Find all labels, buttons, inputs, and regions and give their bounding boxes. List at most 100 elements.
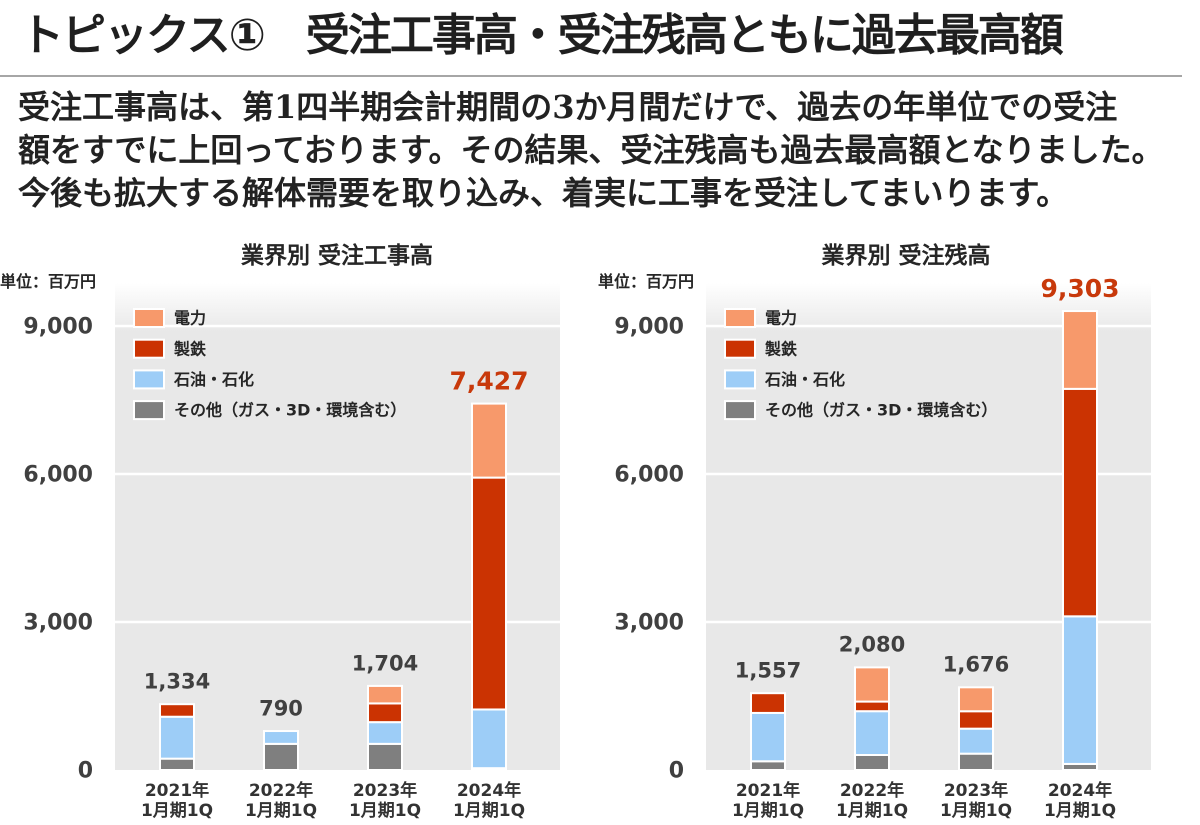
body-line: 今後も拡大する解体需要を取り込み、着実に工事を受注してまいります。 <box>18 174 1069 212</box>
bar-segment-power <box>367 684 403 705</box>
legend-label: 石油・石化 <box>764 370 845 389</box>
bars: 1,5572021年1月期1Q2,0802022年1月期1Q1,6762023年… <box>732 274 1120 821</box>
bar-segment-steel <box>958 710 994 730</box>
total-data-label: 1,334 <box>144 670 210 694</box>
total-data-label: 1,676 <box>943 653 1009 677</box>
bar-segment-other <box>159 757 195 771</box>
y-tick-label: 9,000 <box>614 315 684 340</box>
y-axis-tick-labels: 0 3,000 6,000 9,000 <box>23 315 93 784</box>
bar-segment-petrochemical <box>263 730 299 745</box>
body-line: 額をすでに上回っております。その結果、受注残高も過去最高額となりました。 <box>18 131 1164 169</box>
legend-item-petrochemical: 石油・石化 <box>724 369 845 390</box>
y-tick-label: 9,000 <box>23 315 93 340</box>
legend-swatch <box>133 369 165 390</box>
total-data-label: 1,557 <box>735 659 801 683</box>
x-category-label-period: 1月期1Q <box>940 801 1012 821</box>
bar-segment-steel <box>471 476 507 711</box>
bar-segment-petrochemical <box>1062 615 1098 765</box>
bar-segment-other <box>367 742 403 771</box>
legend-label: 電力 <box>765 309 797 328</box>
legend-label: 電力 <box>174 309 206 328</box>
legend-swatch <box>724 338 756 359</box>
body-text: 受注工事高は、第1四半期会計期間の3か月間だけで、過去の年単位での受注 額をすで… <box>18 86 1194 215</box>
total-data-label: 7,427 <box>449 366 528 395</box>
x-category-label-year: 2022年 <box>840 780 904 801</box>
bar-segment-steel <box>750 692 786 714</box>
bar-segment-power <box>958 686 994 713</box>
legend-item-steel: 製鉄 <box>724 338 797 359</box>
bar-segment-other <box>263 742 299 771</box>
legend-label: 製鉄 <box>173 339 206 358</box>
legend-item-other: その他（ガス・3D・環境含む） <box>133 400 406 421</box>
total-data-label: 1,704 <box>352 651 418 675</box>
unit-label: 単位：百万円 <box>598 272 695 291</box>
chart-title: 業界別 受注工事高 <box>240 243 434 269</box>
total-data-label: 2,080 <box>839 633 905 657</box>
legend-label: 製鉄 <box>764 339 797 358</box>
bar-segment-power <box>854 666 890 703</box>
legend-swatch <box>133 308 165 328</box>
bar-segment-petrochemical <box>367 721 403 745</box>
x-category-label-period: 1月期1Q <box>453 801 525 821</box>
x-category-label-year: 2024年 <box>457 780 521 801</box>
y-tick-label: 6,000 <box>614 463 684 488</box>
x-category-label-year: 2023年 <box>353 780 417 801</box>
bar-segment-power <box>471 402 507 479</box>
x-category-label-year: 2024年 <box>1048 780 1112 801</box>
x-category-label-period: 1月期1Q <box>141 801 213 821</box>
bar-segment-steel <box>367 702 403 724</box>
stacked-bar-chart: 03,0006,0009,0001,3342021年1月期1Q7902022年1… <box>23 283 560 821</box>
legend-label: 石油・石化 <box>173 370 254 389</box>
bar-segment-steel <box>159 703 195 718</box>
legend-item-steel: 製鉄 <box>133 338 206 359</box>
bar-segment-other <box>750 760 786 772</box>
x-category-label-year: 2022年 <box>249 780 313 801</box>
bar-segment-petrochemical <box>750 711 786 763</box>
y-tick-label: 6,000 <box>23 463 93 488</box>
title-divider <box>0 75 1182 77</box>
bar-segment-steel <box>1062 387 1098 618</box>
bar-segment-petrochemical <box>958 727 994 755</box>
stacked-bar-chart: 03,0006,0009,0001,5572021年1月期1Q2,0802022… <box>614 274 1151 821</box>
bar-segment-other <box>958 752 994 771</box>
x-category-label-period: 1月期1Q <box>1044 801 1116 821</box>
legend-label: その他（ガス・3D・環境含む） <box>765 401 997 420</box>
y-tick-label: 3,000 <box>614 611 684 636</box>
chart-orders-received: 業界別 受注工事高 単位：百万円 0 3,000 6,000 9,000 1,334 20… <box>0 230 591 825</box>
legend-swatch <box>133 400 165 421</box>
y-tick-label: 0 <box>669 759 684 784</box>
bar-segment-other <box>854 754 890 772</box>
y-axis-tick-labels: 0 3,000 6,000 9,000 <box>614 315 684 784</box>
body-line: 受注工事高は、第1四半期会計期間の3か月間だけで、過去の年単位での受注 <box>18 88 1118 126</box>
bars: 1,3342021年1月期1Q7902022年1月期1Q1,7042023年1月… <box>141 366 529 821</box>
total-data-label: 9,303 <box>1040 274 1119 303</box>
legend-item-other: その他（ガス・3D・環境含む） <box>724 400 997 421</box>
y-tick-label: 0 <box>78 759 93 784</box>
legend-item-power: 電力 <box>133 308 206 328</box>
y-tick-label: 3,000 <box>23 611 93 636</box>
legend-swatch <box>724 400 756 421</box>
slide-title: トピックス① 受注工事高・受注残高ともに過去最高額 <box>20 10 1064 61</box>
x-category-label-period: 1月期1Q <box>245 801 317 821</box>
legend-swatch <box>724 369 756 390</box>
x-category-label-year: 2021年 <box>736 780 800 801</box>
bar-segment-petrochemical <box>471 708 507 770</box>
x-category-label-period: 1月期1Q <box>349 801 421 821</box>
total-data-label: 790 <box>259 696 303 720</box>
x-category-label-period: 1月期1Q <box>732 801 804 821</box>
unit-label: 単位：百万円 <box>0 272 97 291</box>
x-category-label-year: 2021年 <box>145 780 209 801</box>
legend-label: その他（ガス・3D・環境含む） <box>174 401 406 420</box>
x-category-label-period: 1月期1Q <box>836 801 908 821</box>
bar-segment-petrochemical <box>854 710 890 757</box>
